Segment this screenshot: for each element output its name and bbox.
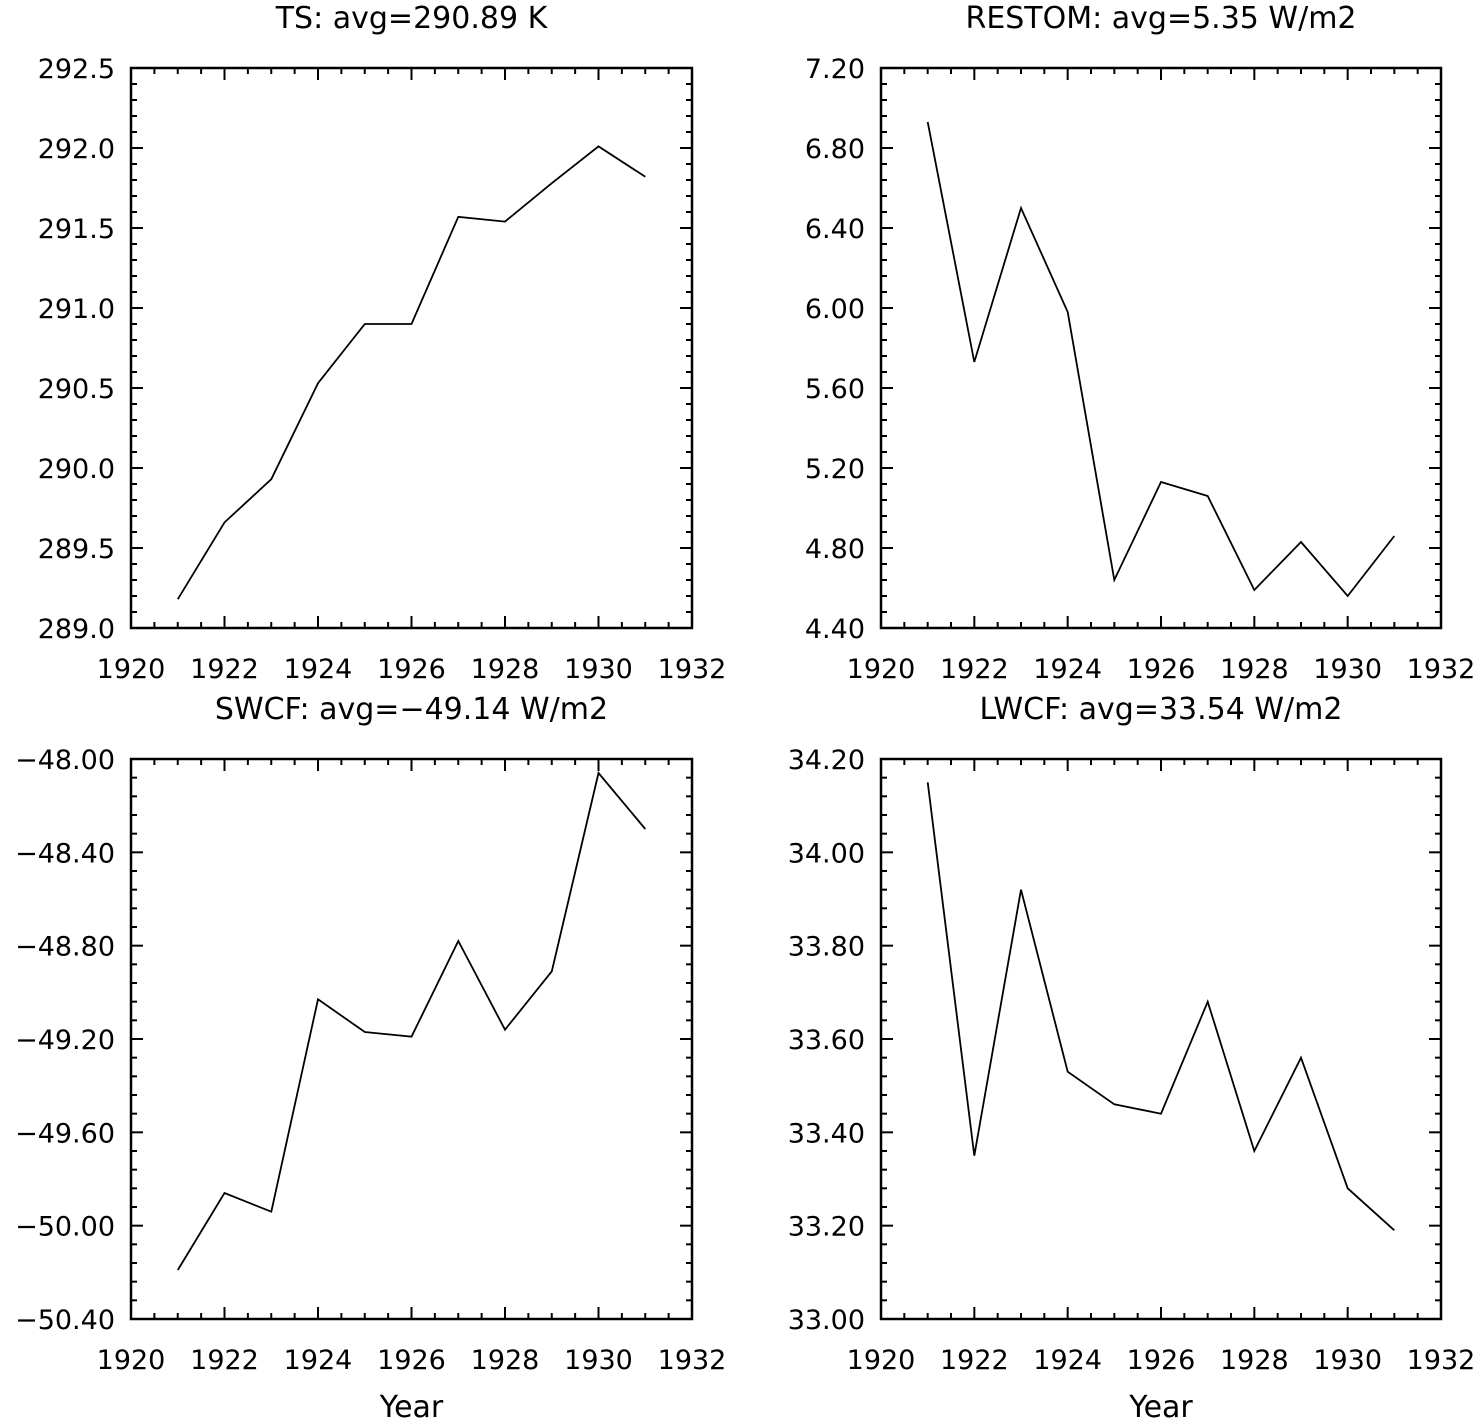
y-tick-label: 34.20 xyxy=(788,745,865,776)
y-tick-label: −48.00 xyxy=(15,745,115,776)
chart-title: TS: avg=290.89 K xyxy=(275,1,549,36)
x-tick-label: 1924 xyxy=(1033,1345,1102,1376)
x-tick-label: 1922 xyxy=(940,1345,1009,1376)
x-tick-label: 1922 xyxy=(190,654,259,685)
y-tick-label: 5.60 xyxy=(805,374,865,405)
x-tick-label: 1920 xyxy=(847,654,916,685)
y-tick-label: 33.20 xyxy=(788,1212,865,1243)
y-tick-label: 291.5 xyxy=(38,214,115,245)
x-tick-label: 1932 xyxy=(658,1345,727,1376)
series-line xyxy=(926,121,1396,598)
y-tick-label: 33.00 xyxy=(788,1305,865,1336)
y-tick-label: 4.80 xyxy=(805,534,865,565)
y-tick-label: 6.00 xyxy=(805,294,865,325)
x-tick-label: 1926 xyxy=(1127,654,1196,685)
x-tick-label: 1932 xyxy=(1407,654,1475,685)
y-tick-label: 7.20 xyxy=(805,54,865,85)
series-line xyxy=(926,782,1395,1231)
y-tick-label: 6.40 xyxy=(805,214,865,245)
x-tick-label: 1926 xyxy=(377,654,446,685)
y-tick-label: −49.60 xyxy=(15,1118,115,1149)
chart-title: RESTOM: avg=5.35 W/m2 xyxy=(965,1,1356,36)
y-tick-label: −50.00 xyxy=(15,1212,115,1243)
chart-panel-4: 1920 1922 1924 1926 1928 1930 1932 33.00 33.20 33… xyxy=(788,692,1475,1419)
y-tick-label: 290.5 xyxy=(38,374,115,405)
y-tick-label: 289.5 xyxy=(38,534,115,565)
series-line xyxy=(177,771,646,1271)
y-tick-label: 33.80 xyxy=(788,932,865,963)
y-tick-label: −48.80 xyxy=(15,932,115,963)
x-axis-title: Year xyxy=(379,1390,444,1419)
y-tick-label: −49.20 xyxy=(15,1025,115,1056)
y-tick-label: 34.00 xyxy=(788,838,865,869)
x-tick-label: 1930 xyxy=(1313,654,1382,685)
chart-panel-2: 1920 1922 1924 1926 1928 1930 1932 4.40 4.80 5.20… xyxy=(805,1,1475,685)
x-tick-label: 1928 xyxy=(1220,1345,1289,1376)
y-tick-label: 292.5 xyxy=(38,54,115,85)
chart-title: LWCF: avg=33.54 W/m2 xyxy=(980,692,1343,727)
chart-panel-1: 1920 1922 1924 1926 1928 1930 1932 289.0 289.5 29… xyxy=(38,1,727,685)
y-tick-label: 290.0 xyxy=(38,454,115,485)
x-tick-label: 1924 xyxy=(284,1345,353,1376)
x-tick-label: 1926 xyxy=(1127,1345,1196,1376)
x-tick-label: 1926 xyxy=(377,1345,446,1376)
x-tick-label: 1932 xyxy=(1407,1345,1475,1376)
chart-panel-3: 1920 1922 1924 1926 1928 1930 1932 −50.40 −50.00… xyxy=(15,692,726,1419)
x-tick-label: 1924 xyxy=(1033,654,1102,685)
y-tick-label: 33.60 xyxy=(788,1025,865,1056)
series-line xyxy=(177,145,646,600)
y-tick-label: −50.40 xyxy=(15,1305,115,1336)
x-tick-label: 1920 xyxy=(97,1345,166,1376)
x-tick-label: 1924 xyxy=(284,654,353,685)
x-tick-label: 1928 xyxy=(471,1345,540,1376)
x-tick-label: 1928 xyxy=(1220,654,1289,685)
x-tick-label: 1930 xyxy=(1313,1345,1382,1376)
x-tick-label: 1922 xyxy=(190,1345,259,1376)
y-tick-label: 292.0 xyxy=(38,134,115,165)
x-tick-label: 1930 xyxy=(564,1345,633,1376)
y-tick-label: 289.0 xyxy=(38,614,115,645)
x-axis-title: Year xyxy=(1128,1390,1193,1419)
y-tick-label: 6.80 xyxy=(805,134,865,165)
x-tick-label: 1920 xyxy=(97,654,166,685)
x-tick-label: 1930 xyxy=(564,654,633,685)
chart-title: SWCF: avg=−49.14 W/m2 xyxy=(215,692,608,727)
y-tick-label: −48.40 xyxy=(15,838,115,869)
x-tick-label: 1928 xyxy=(471,654,540,685)
x-tick-label: 1922 xyxy=(940,654,1009,685)
y-tick-label: 4.40 xyxy=(805,614,865,645)
y-tick-label: 33.40 xyxy=(788,1118,865,1149)
y-tick-label: 291.0 xyxy=(38,294,115,325)
x-tick-label: 1932 xyxy=(658,654,727,685)
y-tick-label: 5.20 xyxy=(805,454,865,485)
x-tick-label: 1920 xyxy=(847,1345,916,1376)
